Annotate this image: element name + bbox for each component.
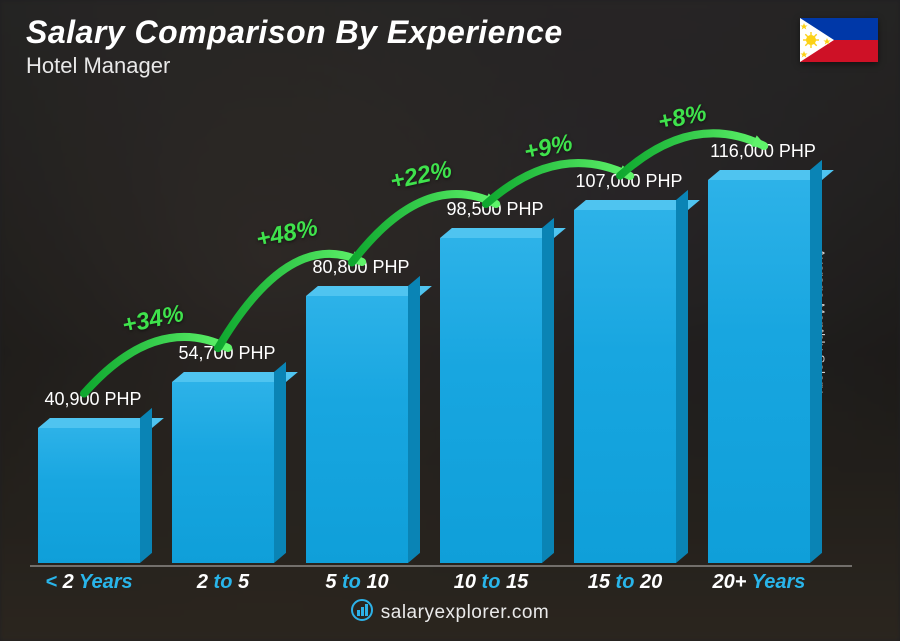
page-subtitle: Hotel Manager — [26, 53, 563, 79]
bar-category-label: 10 to 15 — [426, 571, 556, 594]
footer: salaryexplorer.com — [0, 599, 900, 627]
footer-text: salaryexplorer.com — [381, 602, 549, 623]
page-title: Salary Comparison By Experience — [26, 14, 563, 51]
bar — [574, 210, 676, 563]
bar — [38, 428, 140, 563]
philippines-flag-icon — [800, 18, 878, 62]
header: Salary Comparison By Experience Hotel Ma… — [26, 14, 563, 79]
bar-category-label: 2 to 5 — [158, 571, 288, 594]
bar-category-label: 20+ Years — [694, 571, 824, 594]
salary-bar-chart: 40,900 PHP< 2 Years54,700 PHP2 to 580,80… — [30, 100, 852, 563]
bar-category-label: 15 to 20 — [560, 571, 690, 594]
salaryexplorer-logo-icon — [351, 599, 373, 627]
bar — [708, 180, 810, 563]
growth-arc: +8% — [600, 86, 784, 206]
bar-category-label: 5 to 10 — [292, 571, 422, 594]
bar-category-label: < 2 Years — [24, 571, 154, 594]
chart-baseline — [30, 565, 852, 567]
